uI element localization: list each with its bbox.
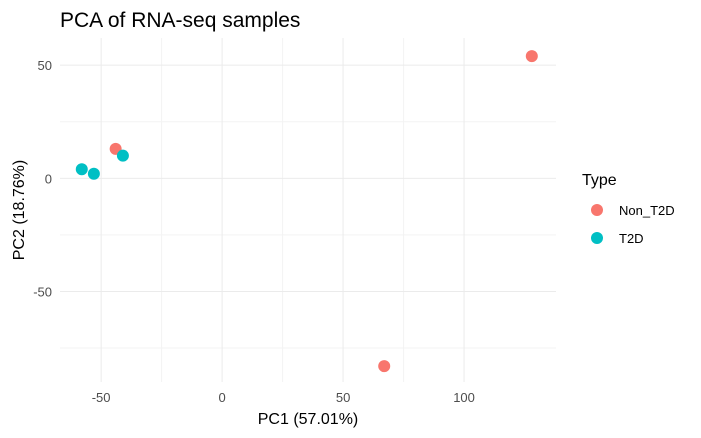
legend-label-non-t2d: Non_T2D: [619, 203, 675, 218]
x-axis-title: PC1 (57.01%): [258, 411, 359, 428]
y-tick-label: -50: [33, 284, 52, 299]
legend-key-non-t2d: [591, 204, 603, 216]
y-axis-title: PC2 (18.76%): [11, 160, 28, 261]
y-axis-ticks: -50 0 50: [33, 58, 52, 299]
data-point-t2d: [87, 167, 100, 180]
legend-key-t2d: [591, 232, 603, 244]
x-tick-label: -50: [92, 390, 111, 405]
x-axis-ticks: -50 0 50 100: [92, 390, 475, 405]
x-tick-label: 100: [453, 390, 475, 405]
y-tick-label: 50: [38, 58, 52, 73]
x-tick-label: 0: [218, 390, 225, 405]
data-point-non-t2d: [378, 360, 391, 373]
legend: Type Non_T2D T2D: [582, 172, 675, 246]
data-point-t2d: [116, 149, 129, 162]
legend-title: Type: [582, 172, 617, 189]
chart-title: PCA of RNA-seq samples: [60, 9, 300, 32]
legend-items: Non_T2D T2D: [591, 203, 675, 246]
x-tick-label: 50: [336, 390, 350, 405]
data-points: [75, 50, 538, 373]
data-point-t2d: [75, 163, 88, 176]
grid: [60, 38, 556, 382]
y-tick-label: 0: [45, 171, 52, 186]
data-point-non-t2d: [525, 50, 538, 63]
legend-label-t2d: T2D: [619, 231, 644, 246]
